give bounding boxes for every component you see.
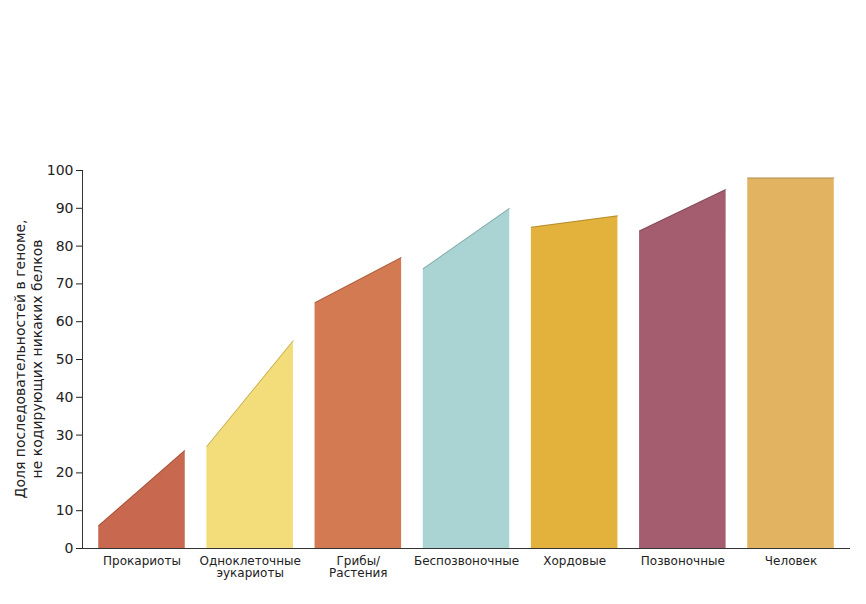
svg-text:60: 60 xyxy=(56,313,74,329)
svg-text:Одноклеточныеэукариоты: Одноклеточныеэукариоты xyxy=(199,554,300,580)
svg-text:0: 0 xyxy=(65,540,74,556)
svg-text:90: 90 xyxy=(56,200,74,216)
svg-text:50: 50 xyxy=(56,351,74,367)
svg-text:Прокариоты: Прокариоты xyxy=(103,554,181,568)
svg-text:Позвоночные: Позвоночные xyxy=(641,554,725,568)
svg-text:70: 70 xyxy=(56,275,74,291)
svg-text:Грибы/Растения: Грибы/Растения xyxy=(329,554,387,580)
svg-text:Хордовые: Хордовые xyxy=(543,554,606,568)
svg-text:40: 40 xyxy=(56,389,74,405)
svg-text:80: 80 xyxy=(56,238,74,254)
svg-text:10: 10 xyxy=(56,502,74,518)
svg-text:100: 100 xyxy=(47,162,74,178)
svg-text:Человек: Человек xyxy=(765,554,817,568)
svg-text:Беспозвоночные: Беспозвоночные xyxy=(414,554,519,568)
svg-text:20: 20 xyxy=(56,464,74,480)
svg-text:Доля последовательностей в ген: Доля последовательностей в геноме,не код… xyxy=(12,219,45,498)
svg-text:30: 30 xyxy=(56,427,74,443)
